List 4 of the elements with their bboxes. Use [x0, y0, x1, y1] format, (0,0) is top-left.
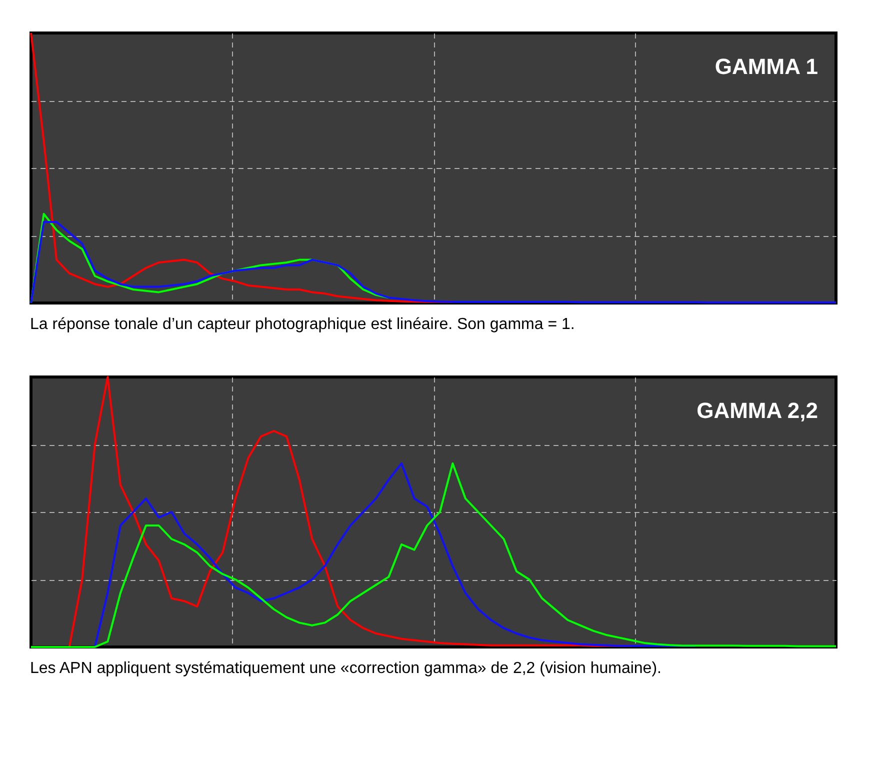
text: Les APN appliquent systématiquement une «correction gamma» de 2,2 (vision humaine).: [30, 660, 662, 677]
text: GAMMA 1: [714, 54, 818, 79]
text: GAMMA 2,2: [696, 398, 818, 423]
text: La réponse tonale d’un capteur photographique est linéaire. Son gamma = 1.: [30, 316, 575, 333]
